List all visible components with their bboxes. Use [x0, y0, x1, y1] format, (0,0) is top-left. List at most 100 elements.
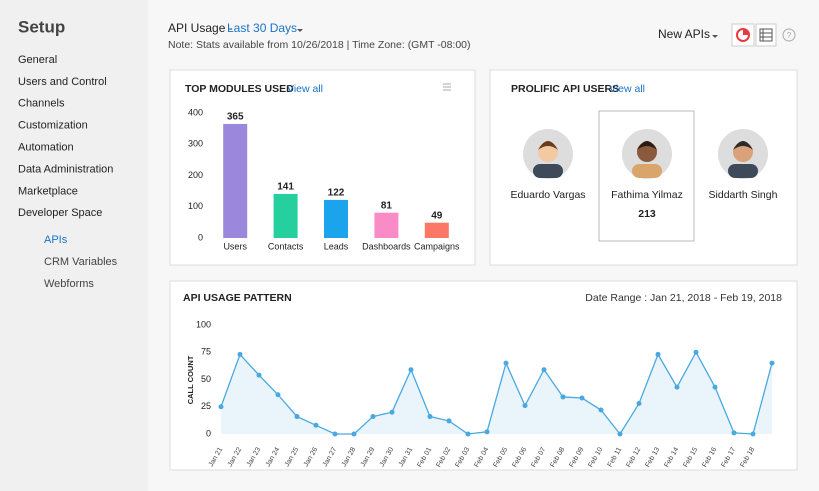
menu-item[interactable]: Customization	[18, 120, 88, 132]
x-tick-label: Dashboards	[362, 241, 411, 251]
bar-value-label: 81	[381, 200, 393, 211]
y-axis-label: CALL COUNT	[186, 355, 195, 404]
point	[750, 431, 756, 437]
point	[351, 431, 357, 437]
point	[693, 349, 699, 355]
user-name[interactable]: Eduardo Vargas	[510, 189, 585, 201]
bar	[273, 193, 298, 238]
bar	[223, 123, 248, 238]
table-view-button[interactable]	[755, 23, 777, 47]
avatar-hair	[538, 141, 558, 150]
point	[617, 431, 623, 437]
avatar-body	[632, 164, 662, 178]
point	[598, 407, 604, 413]
pattern-card	[169, 280, 798, 471]
bar-value-label: 122	[328, 188, 345, 199]
y-tick-label: 100	[196, 319, 211, 329]
modules-view-all[interactable]: View all	[287, 83, 323, 95]
point	[541, 367, 547, 373]
y-tick-label: 0	[206, 428, 211, 438]
menu-item[interactable]: Data Administration	[18, 163, 113, 175]
header-note: Note: Stats available from 10/26/2018 | …	[168, 39, 471, 51]
point	[522, 403, 528, 409]
bar-value-label: 49	[431, 210, 443, 221]
modules-title: TOP MODULES USED	[185, 83, 294, 95]
sidebar-title: Setup	[18, 17, 65, 36]
help-icon-mark: ?	[787, 31, 792, 40]
point	[237, 351, 243, 357]
avatar-hair	[637, 141, 657, 150]
menu-item[interactable]: General	[18, 54, 57, 66]
y-tick-label: 100	[188, 201, 203, 211]
x-tick-label: Users	[223, 241, 247, 251]
submenu-item[interactable]: Webforms	[44, 278, 94, 290]
bar	[374, 212, 399, 238]
table-icon	[759, 28, 773, 42]
menu-item[interactable]: Developer Space	[18, 207, 102, 219]
bar	[424, 222, 449, 238]
help-icon[interactable]	[782, 28, 796, 42]
point	[674, 384, 680, 390]
x-tick-label: Leads	[324, 241, 349, 251]
point	[332, 431, 338, 437]
user-name[interactable]: Fathima Yilmaz	[611, 189, 683, 201]
submenu-item[interactable]: CRM Variables	[44, 256, 118, 268]
line	[220, 350, 773, 436]
point	[636, 400, 642, 406]
bar-value-label: 365	[227, 112, 244, 123]
new-apis-caret[interactable]	[712, 35, 718, 38]
y-tick-label: 50	[201, 374, 211, 384]
y-tick-label: 200	[188, 170, 203, 180]
point	[313, 422, 319, 428]
point	[294, 414, 300, 420]
y-tick-label: 400	[188, 107, 203, 117]
bar	[324, 199, 348, 238]
users-title: PROLIFIC API USERS	[511, 83, 619, 95]
point	[408, 367, 414, 373]
user-name[interactable]: Siddarth Singh	[709, 189, 778, 201]
y-tick-label: 75	[201, 347, 211, 357]
area	[221, 352, 772, 434]
modules-menu[interactable]	[443, 83, 451, 91]
point	[427, 414, 433, 420]
pie-icon-slice	[743, 29, 749, 35]
sidebar	[0, 0, 148, 491]
submenu-item[interactable]: APIs	[44, 234, 68, 246]
modules-card	[169, 69, 476, 266]
menu-item[interactable]: Users and Control	[18, 76, 107, 88]
point	[712, 384, 718, 390]
user-count: 213	[638, 208, 656, 220]
avatar-body	[533, 164, 563, 178]
point	[503, 360, 509, 366]
x-tick-label: Contacts	[268, 241, 304, 251]
x-tick-label: Campaigns	[414, 241, 460, 251]
point	[655, 351, 661, 357]
pattern-date-range: Date Range : Jan 21, 2018 - Feb 19, 2018	[585, 292, 782, 304]
range-caret[interactable]	[297, 29, 303, 32]
avatar-body	[728, 164, 758, 178]
point	[579, 395, 585, 401]
avatar-hair	[733, 141, 753, 150]
menu-item[interactable]: Marketplace	[18, 185, 78, 197]
header-title: API Usage -	[168, 21, 233, 35]
y-tick-label: 0	[198, 232, 203, 242]
point	[560, 394, 566, 400]
menu-item[interactable]: Automation	[18, 142, 74, 154]
new-apis-select[interactable]: New APIs	[658, 27, 710, 41]
bar-value-label: 141	[277, 182, 294, 193]
menu-item[interactable]: Channels	[18, 98, 65, 110]
point	[769, 360, 775, 366]
point	[218, 404, 224, 410]
pattern-title: API USAGE PATTERN	[183, 292, 292, 304]
point	[465, 431, 471, 437]
y-tick-label: 25	[201, 401, 211, 411]
point	[389, 409, 395, 415]
point	[370, 414, 376, 420]
point	[731, 430, 737, 436]
point	[256, 372, 262, 378]
users-view-all[interactable]: View all	[609, 83, 645, 95]
range-select[interactable]: Last 30 Days	[227, 21, 297, 35]
point	[275, 392, 281, 398]
y-tick-label: 300	[188, 139, 203, 149]
